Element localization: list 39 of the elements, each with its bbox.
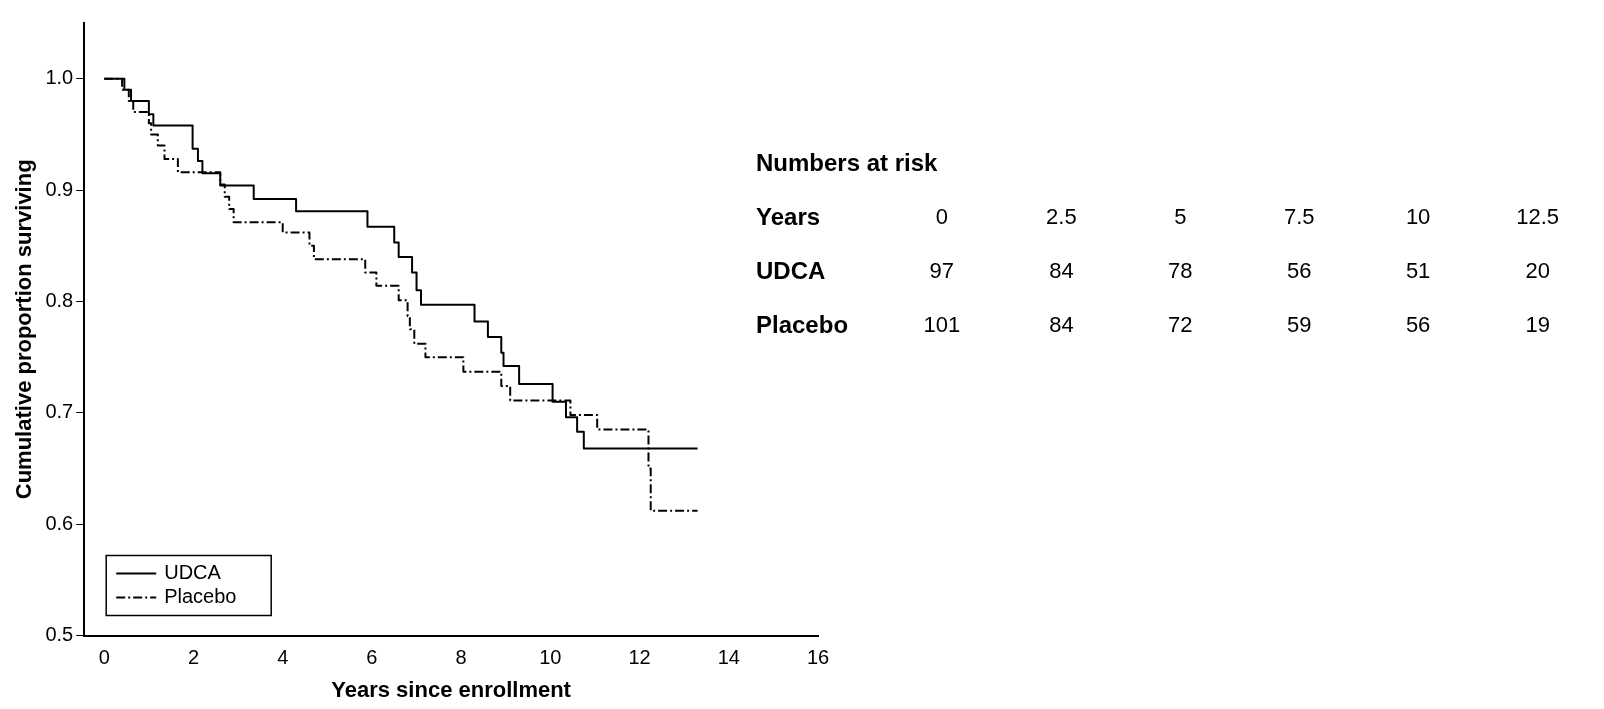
x-tick-label: 2.5 — [1045, 203, 1078, 231]
data-label: 19 — [1524, 311, 1551, 339]
data-label: 101 — [922, 311, 962, 339]
x-tick-label: 0 — [98, 646, 110, 669]
data-label: 97 — [928, 257, 956, 285]
data-label: 51 — [1404, 257, 1432, 285]
x-tick-label: 14 — [717, 646, 740, 669]
x-tick-label: 0 — [934, 203, 949, 231]
x-tick-label: 10 — [1404, 203, 1432, 231]
x-tick-label: 8 — [455, 646, 467, 669]
legend-label: UDCA — [164, 561, 222, 584]
x-axis-title: Years — [756, 202, 822, 232]
data-label: 20 — [1524, 257, 1551, 285]
legend-label: Placebo — [164, 585, 237, 608]
y-tick-label: 0.5 — [45, 623, 74, 646]
data-label: 56 — [1285, 257, 1313, 285]
data-label: 72 — [1167, 311, 1194, 339]
data-label: 84 — [1048, 311, 1075, 339]
data-label: 78 — [1167, 257, 1194, 285]
x-tick-label: 6 — [366, 646, 378, 669]
y-tick-label: 0.7 — [45, 400, 74, 423]
y-tick-label: 0.9 — [45, 177, 74, 200]
x-tick-label: 10 — [539, 646, 562, 669]
data-label: 84 — [1048, 257, 1075, 285]
y-tick-label: 0.6 — [45, 511, 74, 534]
x-tick-label: 5 — [1173, 203, 1188, 231]
y-tick-label: 1.0 — [45, 66, 74, 89]
x-tick-label: 2 — [187, 646, 200, 669]
y-axis-title: Cumulative proportion surviving — [11, 159, 37, 500]
x-tick-label: 7.5 — [1282, 203, 1316, 231]
x-axis-title: Years since enrollment — [331, 676, 572, 702]
x-tick-label: 12 — [628, 646, 651, 669]
data-label: 59 — [1285, 311, 1313, 339]
y-tick-label: 0.8 — [45, 288, 74, 311]
x-tick-label: 4 — [277, 646, 289, 669]
data-label: 56 — [1404, 311, 1432, 339]
x-tick-label: 12.5 — [1515, 203, 1561, 231]
chart-title: Numbers at risk — [756, 148, 939, 178]
x-tick-label: 16 — [806, 646, 830, 669]
